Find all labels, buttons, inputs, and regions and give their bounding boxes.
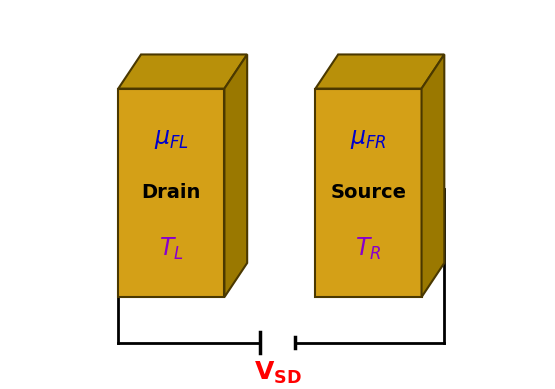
Text: $\mu_{FL}$: $\mu_{FL}$ [154, 127, 189, 151]
Polygon shape [118, 89, 224, 297]
Polygon shape [224, 54, 247, 297]
Text: $T_L$: $T_L$ [159, 236, 184, 262]
Polygon shape [315, 54, 445, 89]
Polygon shape [315, 89, 422, 297]
Text: Drain: Drain [142, 183, 201, 202]
Polygon shape [118, 54, 247, 89]
Polygon shape [422, 54, 445, 297]
Text: $\mu_{FR}$: $\mu_{FR}$ [350, 127, 387, 151]
Text: Source: Source [330, 183, 406, 202]
Text: $T_R$: $T_R$ [355, 236, 382, 262]
Text: $\mathbf{V_{SD}}$: $\mathbf{V_{SD}}$ [254, 360, 301, 386]
